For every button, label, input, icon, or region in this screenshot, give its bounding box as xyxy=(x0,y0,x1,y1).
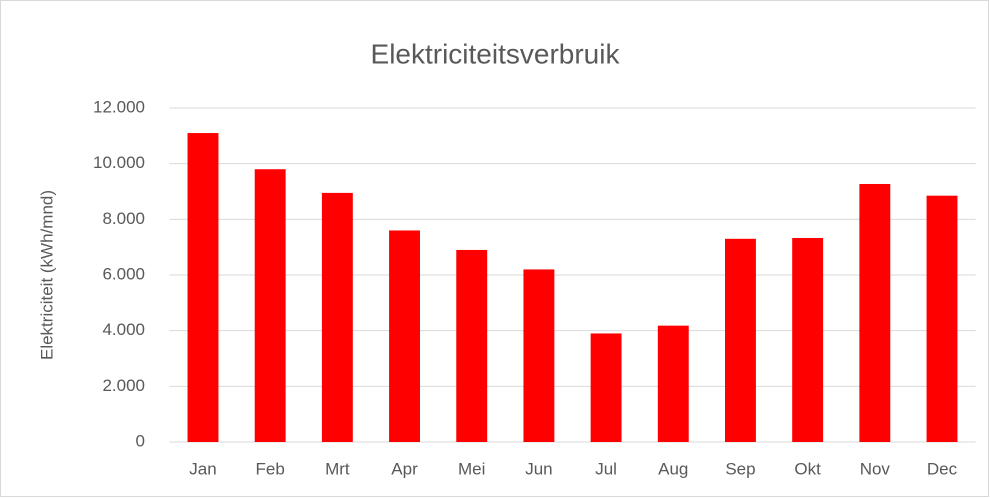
bar xyxy=(523,269,555,442)
bar xyxy=(456,249,488,442)
y-tick-label: 6.000 xyxy=(102,264,145,283)
y-tick-label: 8.000 xyxy=(102,209,145,228)
x-tick-label: Sep xyxy=(725,459,755,478)
bar xyxy=(590,333,622,442)
bar xyxy=(187,133,219,443)
bar xyxy=(792,237,824,442)
x-tick-label: Jun xyxy=(525,459,552,478)
x-tick-label: Feb xyxy=(256,459,285,478)
x-tick-label: Aug xyxy=(658,459,688,478)
x-tick-label: Mei xyxy=(458,459,485,478)
bar xyxy=(725,238,756,442)
x-tick-label: Nov xyxy=(860,459,891,478)
bar xyxy=(926,195,958,442)
y-tick-label: 2.000 xyxy=(102,376,145,395)
bar xyxy=(254,169,286,442)
bar xyxy=(859,183,891,443)
bar xyxy=(321,192,353,442)
y-tick-label: 4.000 xyxy=(102,320,145,339)
y-tick-label: 0 xyxy=(136,431,145,450)
chart-title: Elektriciteitsverbruik xyxy=(371,38,621,69)
x-tick-label: Dec xyxy=(927,459,958,478)
y-tick-label: 10.000 xyxy=(93,153,145,172)
bar xyxy=(657,325,689,442)
x-tick-label: Jan xyxy=(189,459,216,478)
x-tick-label: Okt xyxy=(794,459,821,478)
bar xyxy=(389,230,420,442)
x-tick-label: Jul xyxy=(595,459,617,478)
y-axis-label: Elektriciteit (kWh/mnd) xyxy=(37,190,56,360)
y-tick-label: 12.000 xyxy=(93,97,145,116)
x-tick-label: Apr xyxy=(391,459,418,478)
x-tick-label: Mrt xyxy=(325,459,350,478)
